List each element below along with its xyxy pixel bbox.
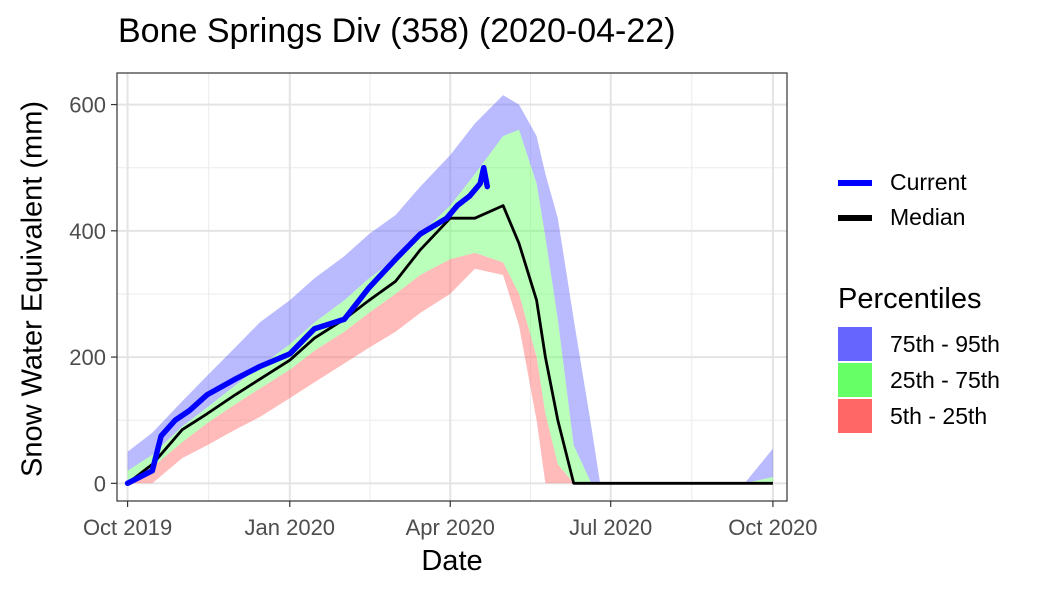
- plot-background: [117, 73, 787, 501]
- legend-title-percentiles: Percentiles: [838, 283, 982, 315]
- x-axis-label: Date: [421, 545, 483, 577]
- legend-label-25-75: 25th - 75th: [890, 366, 1000, 393]
- x-tick-label: Oct 2019: [83, 515, 172, 540]
- x-tick-label: Apr 2020: [406, 515, 495, 540]
- legend: Current Median Percentiles 75th - 95th 2…: [838, 165, 1000, 434]
- legend-swatch-5-25: [838, 399, 872, 433]
- legend-label-current: Current: [890, 169, 967, 195]
- y-tick-label: 400: [69, 219, 106, 244]
- y-tick-label: 600: [69, 93, 106, 118]
- axis-ticks-and-labels: Oct 2019 Jan 2020 Apr 2020 Jul 2020 Oct 2020…: [69, 93, 817, 540]
- legend-swatch-median: [838, 214, 872, 221]
- plot-panel-border: [116, 72, 788, 502]
- legend-label-median: Median: [890, 204, 966, 230]
- band-75-95: [127, 95, 773, 484]
- x-tick-label: Jul 2020: [569, 515, 652, 540]
- legend-label-5-25: 5th - 25th: [890, 402, 988, 429]
- legend-item-75-95: 75th - 95th: [838, 326, 1000, 362]
- legend-item-median: Median: [838, 200, 1000, 235]
- x-tick-label: Oct 2020: [728, 515, 817, 540]
- x-tick-label: Jan 2020: [245, 515, 336, 540]
- series-lines: [124, 164, 773, 487]
- percentile-bands: [127, 95, 773, 484]
- legend-item-25-75: 25th - 75th: [838, 362, 1000, 398]
- y-tick-label: 200: [69, 345, 106, 370]
- legend-item-current: Current: [838, 165, 1000, 200]
- current-line: [124, 164, 491, 487]
- grid-lines: [117, 73, 787, 501]
- y-tick-label: 0: [94, 471, 106, 496]
- legend-swatch-25-75: [838, 363, 872, 397]
- y-axis-label: Snow Water Equivalent (mm): [16, 100, 49, 478]
- legend-item-5-25: 5th - 25th: [838, 398, 1000, 434]
- legend-swatch-current: [838, 179, 872, 186]
- legend-label-75-95: 75th - 95th: [890, 330, 1000, 357]
- chart-title: Bone Springs Div (358) (2020-04-22): [118, 12, 676, 50]
- legend-swatch-75-95: [838, 327, 872, 361]
